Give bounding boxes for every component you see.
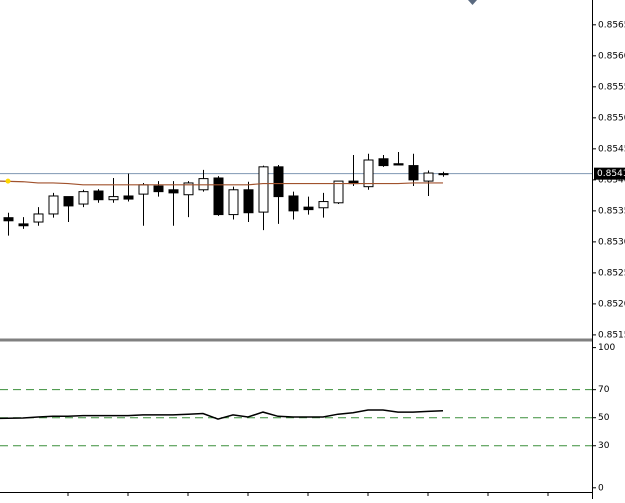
y-tick-label: 0.8565 xyxy=(598,20,625,30)
candle-body xyxy=(138,184,149,195)
candle-body xyxy=(288,195,299,212)
candle-body xyxy=(333,180,344,204)
candle-body xyxy=(183,182,194,196)
candle-body xyxy=(378,158,389,167)
y-tick-label: 70 xyxy=(598,385,610,395)
candle-body xyxy=(123,195,134,200)
y-tick-label: 0 xyxy=(598,483,604,493)
candle-body xyxy=(438,173,449,176)
candle-body xyxy=(363,159,374,188)
candle-body xyxy=(63,196,74,207)
y-tick-label: 0.8525 xyxy=(598,268,625,278)
candle-body xyxy=(228,189,239,216)
candle-body xyxy=(303,206,314,211)
candle-body xyxy=(213,177,224,216)
candle-body xyxy=(243,189,254,214)
candle-body xyxy=(258,166,269,213)
candle-body xyxy=(423,172,434,182)
current-price-box xyxy=(594,167,625,180)
candle-body xyxy=(3,217,14,222)
candle-body xyxy=(318,201,329,209)
candle-body xyxy=(78,191,89,205)
candle-body xyxy=(18,223,29,227)
y-tick-label: 0.8515 xyxy=(598,330,625,340)
candle-body xyxy=(33,213,44,223)
candle-body xyxy=(93,190,104,201)
candle-body xyxy=(198,178,209,191)
signal-dot xyxy=(5,178,11,184)
y-tick-label: 0.8555 xyxy=(598,82,625,92)
shift-marker xyxy=(468,0,477,5)
y-tick-label: 50 xyxy=(598,413,610,423)
y-tick-label: 100 xyxy=(598,343,615,353)
candle-body xyxy=(153,185,164,193)
current-price-label: 0.8541 xyxy=(597,169,625,179)
candle-body xyxy=(48,195,59,215)
moving-average xyxy=(0,180,443,186)
y-tick-label: 0.8535 xyxy=(598,206,625,216)
candle-body xyxy=(168,189,179,194)
candle-body xyxy=(393,163,404,166)
candle-body xyxy=(408,165,419,181)
candle-body xyxy=(108,196,119,201)
rsi-line xyxy=(0,409,444,420)
candle-body xyxy=(273,166,284,198)
y-tick-label: 30 xyxy=(598,441,610,451)
y-tick-label: 0.8545 xyxy=(598,144,625,154)
